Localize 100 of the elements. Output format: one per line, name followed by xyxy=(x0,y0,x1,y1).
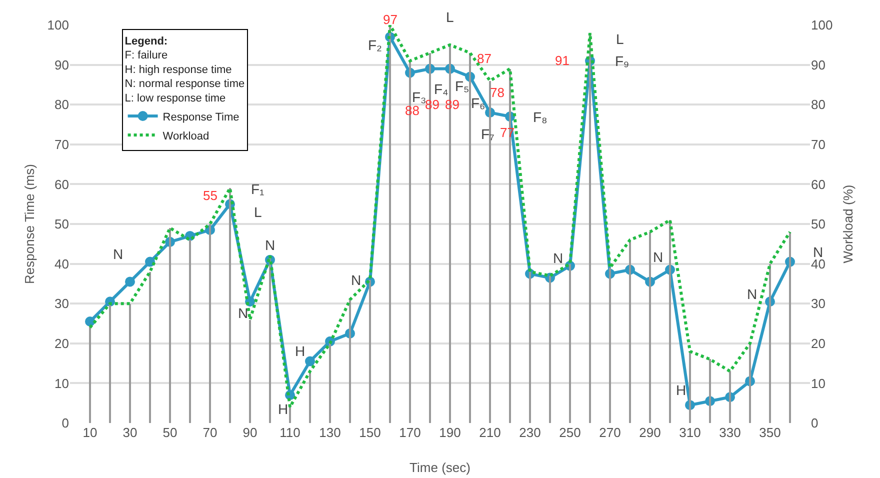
bar xyxy=(529,272,531,423)
bar xyxy=(209,224,211,423)
annotation: F₄ xyxy=(434,81,449,97)
point xyxy=(145,256,155,267)
y2-tick-label: 0 xyxy=(811,416,818,431)
annotation: F₈ xyxy=(533,109,548,125)
bar xyxy=(149,272,151,423)
bar xyxy=(509,69,511,423)
bar xyxy=(669,220,671,423)
y2-tick-label: 100 xyxy=(811,18,833,33)
bar xyxy=(589,33,591,423)
bar xyxy=(769,264,771,423)
annotation: F₅ xyxy=(455,78,470,94)
annotation: H xyxy=(676,382,686,398)
bar xyxy=(489,81,491,423)
y2-tick-label: 10 xyxy=(811,376,826,391)
legend-label: Workload xyxy=(162,130,210,142)
data-label: 87 xyxy=(477,51,492,66)
legend-title: Legend: xyxy=(124,35,168,48)
data-label: 55 xyxy=(203,188,218,203)
bar xyxy=(609,268,611,423)
annotation: N xyxy=(553,250,564,266)
y2-tick-label: 70 xyxy=(811,136,826,152)
y-tick-label: 80 xyxy=(54,97,69,112)
y-tick-label: 10 xyxy=(54,376,69,391)
bar xyxy=(389,25,391,423)
bar xyxy=(249,320,251,423)
legend-label: Response Time xyxy=(162,111,240,124)
y2-tick-label: 90 xyxy=(811,57,826,72)
y2-tick-label: 60 xyxy=(811,176,826,192)
bar xyxy=(349,300,351,423)
bar xyxy=(269,256,271,423)
bar xyxy=(229,188,231,423)
y-tick-label: 40 xyxy=(54,256,69,272)
annotation: N xyxy=(238,305,248,321)
y-tick-label: 100 xyxy=(47,18,69,33)
bar xyxy=(289,407,291,423)
x-tick-label: 350 xyxy=(759,425,781,440)
bar xyxy=(749,343,751,423)
x-axis-title: Time (sec) xyxy=(410,460,470,475)
bar xyxy=(649,232,651,423)
x-tick-label: 290 xyxy=(639,425,661,440)
point xyxy=(125,276,135,287)
annotation: F₆ xyxy=(471,95,486,111)
x-tick-label: 70 xyxy=(202,425,218,440)
bar xyxy=(329,343,331,423)
x-tick-label: 110 xyxy=(280,425,300,440)
data-label: 97 xyxy=(383,12,398,27)
annotation: N xyxy=(265,237,276,253)
bar xyxy=(409,61,411,423)
x-tick-label: 90 xyxy=(242,425,258,440)
annotation: H xyxy=(278,401,288,417)
bar xyxy=(129,304,131,423)
bar xyxy=(569,264,571,423)
point xyxy=(305,356,315,366)
x-tick-label: 210 xyxy=(479,425,501,440)
y-tick-label: 70 xyxy=(54,136,69,152)
x-tick-label: 330 xyxy=(719,425,741,440)
y2-tick-label: 50 xyxy=(811,216,826,232)
x-tick-label: 50 xyxy=(162,425,178,440)
annotation: F₃ xyxy=(412,89,426,105)
y-axis-title: Response Time (ms) xyxy=(22,164,37,284)
annotation: N xyxy=(747,286,758,302)
annotation: L xyxy=(254,204,262,220)
annotation: L: low response time xyxy=(124,92,226,104)
bar xyxy=(89,327,91,423)
annotation: L xyxy=(616,31,624,47)
x-tick-label: 170 xyxy=(399,425,421,440)
x-tick-label: 310 xyxy=(679,425,701,440)
x-tick-label: 270 xyxy=(599,425,621,440)
y2-axis-title: Workload (%) xyxy=(840,184,856,264)
bar xyxy=(729,371,731,423)
bar xyxy=(369,280,371,423)
data-label: 89 xyxy=(425,97,440,112)
x-tick-label: 130 xyxy=(319,425,341,440)
bar xyxy=(709,359,711,423)
annotation: N: normal response time xyxy=(124,78,245,90)
annotation: F₁ xyxy=(251,181,265,197)
annotation: N xyxy=(351,272,362,288)
annotation: F₂ xyxy=(368,37,382,53)
bar xyxy=(429,53,431,423)
bar xyxy=(109,304,111,423)
y2-tick-label: 20 xyxy=(811,336,826,351)
annotation: H: high response time xyxy=(124,64,232,76)
annotation: F₇ xyxy=(481,126,495,142)
bar xyxy=(169,228,171,423)
annotation: F: failure xyxy=(124,50,168,62)
annotation: F₉ xyxy=(615,53,630,69)
y-tick-label: 0 xyxy=(62,416,69,431)
annotation: H xyxy=(295,343,306,359)
y2-tick-label: 80 xyxy=(811,97,826,112)
x-tick-label: 190 xyxy=(439,425,461,440)
data-label: 78 xyxy=(490,85,504,100)
bar xyxy=(309,371,311,423)
bar xyxy=(629,240,631,423)
annotation: N xyxy=(113,246,124,262)
y-tick-label: 30 xyxy=(54,296,69,312)
bar xyxy=(689,351,691,423)
data-label: 91 xyxy=(555,53,570,68)
x-tick-label: 10 xyxy=(82,425,98,440)
